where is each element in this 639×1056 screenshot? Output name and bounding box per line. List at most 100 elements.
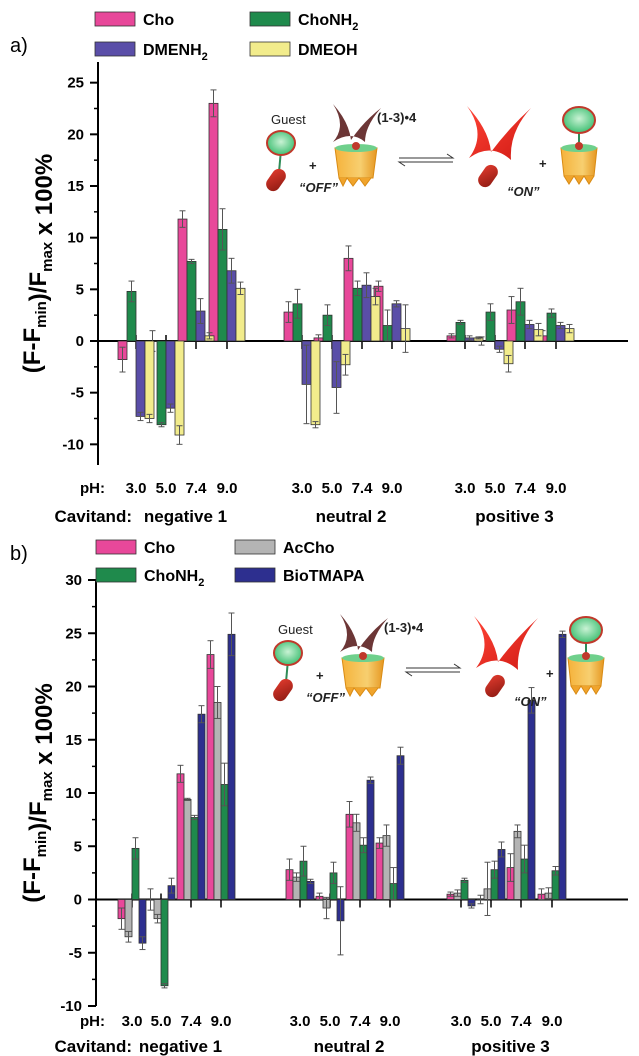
panel-a-ph-label-7: 9.0 bbox=[382, 480, 403, 497]
panel-a-plus-1: + bbox=[309, 158, 317, 173]
panel-b-bar-biotmapa-4 bbox=[306, 880, 315, 900]
panel-a-bar-chonh2-2 bbox=[186, 261, 197, 342]
panel-b-cavitand-feet-icon bbox=[345, 687, 379, 698]
panel-b-group-label-0: negative 1 bbox=[139, 1037, 222, 1056]
panel-a-plus-2: + bbox=[539, 156, 547, 171]
panel-b-on-cavitand-icon bbox=[567, 657, 605, 687]
panel-b-y-tick-label-5: 15 bbox=[65, 732, 82, 749]
panel-b-guest-capsule-icon bbox=[273, 678, 293, 702]
panel-b-legend-swatch-biotmapa bbox=[234, 567, 276, 583]
panel-b-bar-biotmapa-7 bbox=[396, 755, 405, 900]
panel-b-legend-label-chonh2: ChoNH2 bbox=[144, 568, 204, 589]
panel-a-ph-label-11: 9.0 bbox=[546, 480, 567, 497]
panel-a-y-tick-label-6: 20 bbox=[67, 126, 84, 143]
panel-a-y-tick-label-5: 15 bbox=[67, 178, 84, 195]
panel-a-on-bound-guest-icon bbox=[575, 142, 583, 150]
panel-a-legend-swatch-dmeoh bbox=[249, 41, 291, 57]
panel-a-y-tick-label-2: 0 bbox=[76, 333, 84, 350]
panel-a-on-fluorophore-icon bbox=[562, 106, 596, 134]
panel-b-legend-swatch-accho bbox=[234, 539, 276, 555]
panel-a-ph-prefix: pH: bbox=[80, 480, 105, 497]
panel-b-legend-label-biotmapa: BioTMAPA bbox=[283, 568, 365, 585]
panel-b-panel-label: b) bbox=[10, 543, 28, 565]
panel-b-guest-fluorophore-icon bbox=[273, 640, 303, 666]
panel-b-ph-label-4: 3.0 bbox=[290, 1013, 311, 1030]
panel-b-ph-label-9: 5.0 bbox=[481, 1013, 502, 1030]
panel-a-ph-label-3: 9.0 bbox=[217, 480, 238, 497]
panel-b-y-tick-label-6: 20 bbox=[65, 679, 82, 696]
panel-a-ph-label-10: 7.4 bbox=[515, 480, 537, 497]
panel-b-quencher-star-icon bbox=[340, 614, 388, 652]
panel-a-bar-dmenh2-7 bbox=[391, 303, 402, 342]
panel-b-y-tick-label-4: 10 bbox=[65, 785, 82, 802]
panel-a-y-axis-label: (F-Fmin)/Fmax x 100% bbox=[19, 154, 58, 373]
panel-a-guest-capsule-icon bbox=[266, 168, 286, 192]
panel-b-ph-label-2: 7.4 bbox=[181, 1013, 203, 1030]
panel-a-bar-dmenh2-1 bbox=[165, 340, 176, 409]
panel-b-bar-biotmapa-11 bbox=[558, 633, 567, 900]
panel-b-bound-guest-icon bbox=[359, 652, 367, 660]
panel-b-legend-label-accho: AcCho bbox=[283, 540, 335, 557]
panel-a-legend-label-dmenh2: DMENH2 bbox=[143, 42, 208, 63]
panel-a-bar-chonh2-8 bbox=[455, 321, 466, 342]
panel-a-bound-guest-icon bbox=[352, 142, 360, 150]
panel-a-y-tick-label-1: -5 bbox=[71, 385, 84, 402]
panel-a-y-tick-label-3: 5 bbox=[76, 281, 84, 298]
panel-a-legend-swatch-dmenh2 bbox=[94, 41, 136, 57]
panel-a-legend-label-chonh2: ChoNH2 bbox=[298, 12, 358, 33]
panel-b-bar-accho-3 bbox=[213, 702, 222, 900]
panel-b-group-label-2: positive 3 bbox=[471, 1037, 549, 1056]
panel-a-bar-dmeoh-3 bbox=[235, 287, 246, 342]
panel-a-group-label-2: positive 3 bbox=[475, 507, 553, 526]
panel-a-group-label-1: neutral 2 bbox=[316, 507, 387, 526]
panel-b-y-tick-label-7: 25 bbox=[65, 625, 82, 642]
panel-a-cavitand-icon bbox=[334, 147, 378, 179]
panel-a-ph-label-8: 3.0 bbox=[455, 480, 476, 497]
panel-b-y-tick-label-1: -5 bbox=[69, 945, 82, 962]
panel-a-ph-label-2: 7.4 bbox=[186, 480, 208, 497]
panel-b-bar-cho-7 bbox=[375, 842, 384, 900]
panel-b-bar-biotmapa-6 bbox=[366, 779, 375, 900]
panel-b-y-axis-label: (F-Fmin)/Fmax x 100% bbox=[19, 683, 58, 902]
panel-a-on-cavitand-icon bbox=[560, 147, 598, 177]
panel-a-bar-chonh2-1 bbox=[156, 340, 167, 426]
panel-a-cavitand-prefix: Cavitand: bbox=[55, 507, 132, 526]
panel-a-ph-label-1: 5.0 bbox=[156, 480, 177, 497]
panel-b-ph-label-10: 7.4 bbox=[511, 1013, 533, 1030]
panel-b-cavitand-prefix: Cavitand: bbox=[55, 1037, 132, 1056]
panel-a-free-capsule-icon bbox=[478, 164, 498, 188]
panel-b-arrow-forward-icon bbox=[406, 663, 462, 669]
panel-a-ph-label-4: 3.0 bbox=[292, 480, 313, 497]
panel-b-y-tick-label-0: -10 bbox=[60, 998, 82, 1015]
panel-b-ph-prefix: pH: bbox=[80, 1013, 105, 1030]
panel-a: -10 -5 0 5 10 15 20 25 (F-Fmin)/Fmax x 100% a) pH:… bbox=[10, 11, 628, 526]
panel-a-ph-label-0: 3.0 bbox=[126, 480, 147, 497]
panel-b-plus-1: + bbox=[316, 668, 324, 683]
panel-b-legend-swatch-cho bbox=[95, 539, 137, 555]
panel-b-legend-swatch-chonh2 bbox=[95, 567, 137, 583]
panel-b-on-cavitand-feet-icon bbox=[570, 685, 602, 695]
panel-b-ph-label-0: 3.0 bbox=[122, 1013, 143, 1030]
panel-a-bar-cho-2 bbox=[177, 218, 188, 342]
panel-a-y-tick-label-4: 10 bbox=[67, 230, 84, 247]
panel-a-bar-chonh2-6 bbox=[352, 287, 363, 342]
panel-b-guest-label: Guest bbox=[278, 622, 313, 637]
panel-a-on-cavitand-feet-icon bbox=[563, 175, 595, 185]
panel-a-free-star-icon bbox=[467, 106, 531, 160]
panel-a-panel-label: a) bbox=[10, 35, 28, 57]
panel-b: -10 -5 0 5 10 15 20 25 30 (F-Fmin)/Fmax x 100% b) p… bbox=[10, 539, 628, 1056]
panel-b-bar-biotmapa-10 bbox=[527, 699, 536, 900]
panel-a-legend-swatch-cho bbox=[94, 11, 136, 27]
panel-b-group-label-1: neutral 2 bbox=[314, 1037, 385, 1056]
panel-a-bar-dmenh2-0 bbox=[135, 340, 146, 417]
panel-b-ph-label-11: 9.0 bbox=[542, 1013, 563, 1030]
panel-b-ph-label-3: 9.0 bbox=[211, 1013, 232, 1030]
panel-a-on-label: “ON” bbox=[507, 184, 540, 199]
panel-b-ph-label-1: 5.0 bbox=[151, 1013, 172, 1030]
panel-b-bar-chonh2-6 bbox=[359, 844, 368, 900]
panel-a-complex-label: (1-3)•4 bbox=[377, 110, 417, 125]
panel-b-ph-label-7: 9.0 bbox=[380, 1013, 401, 1030]
panel-b-bar-accho-10 bbox=[513, 830, 522, 900]
panel-a-off-label: “OFF” bbox=[299, 180, 338, 195]
